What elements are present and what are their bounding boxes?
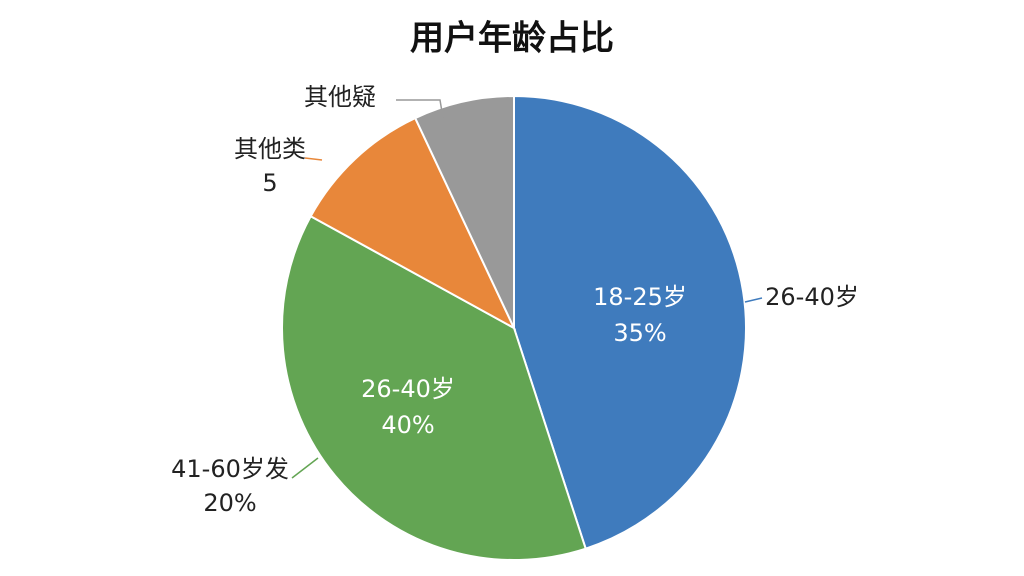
leader-line	[396, 99, 444, 119]
pie-slice	[281, 214, 587, 561]
pie-slice	[309, 116, 517, 331]
leader-line	[291, 457, 319, 479]
slice-label: 18-25岁	[593, 283, 687, 311]
slice-label: 41-60岁发	[171, 455, 289, 483]
slice-label: 40%	[381, 411, 434, 439]
slice-label: 26-40岁	[765, 283, 859, 311]
pie-slice	[513, 94, 747, 550]
slice-label: 其他疑	[304, 83, 376, 111]
leader-line	[304, 157, 323, 161]
slice-label: 26-40岁	[361, 375, 455, 403]
slice-label: 5	[262, 169, 277, 197]
chart-title: 用户年龄占比	[410, 19, 614, 59]
leader-line	[744, 297, 763, 303]
slice-label: 35%	[613, 319, 666, 347]
slice-label: 其他类	[234, 135, 306, 163]
slice-label: 20%	[203, 489, 256, 517]
pie-slice	[413, 94, 515, 329]
